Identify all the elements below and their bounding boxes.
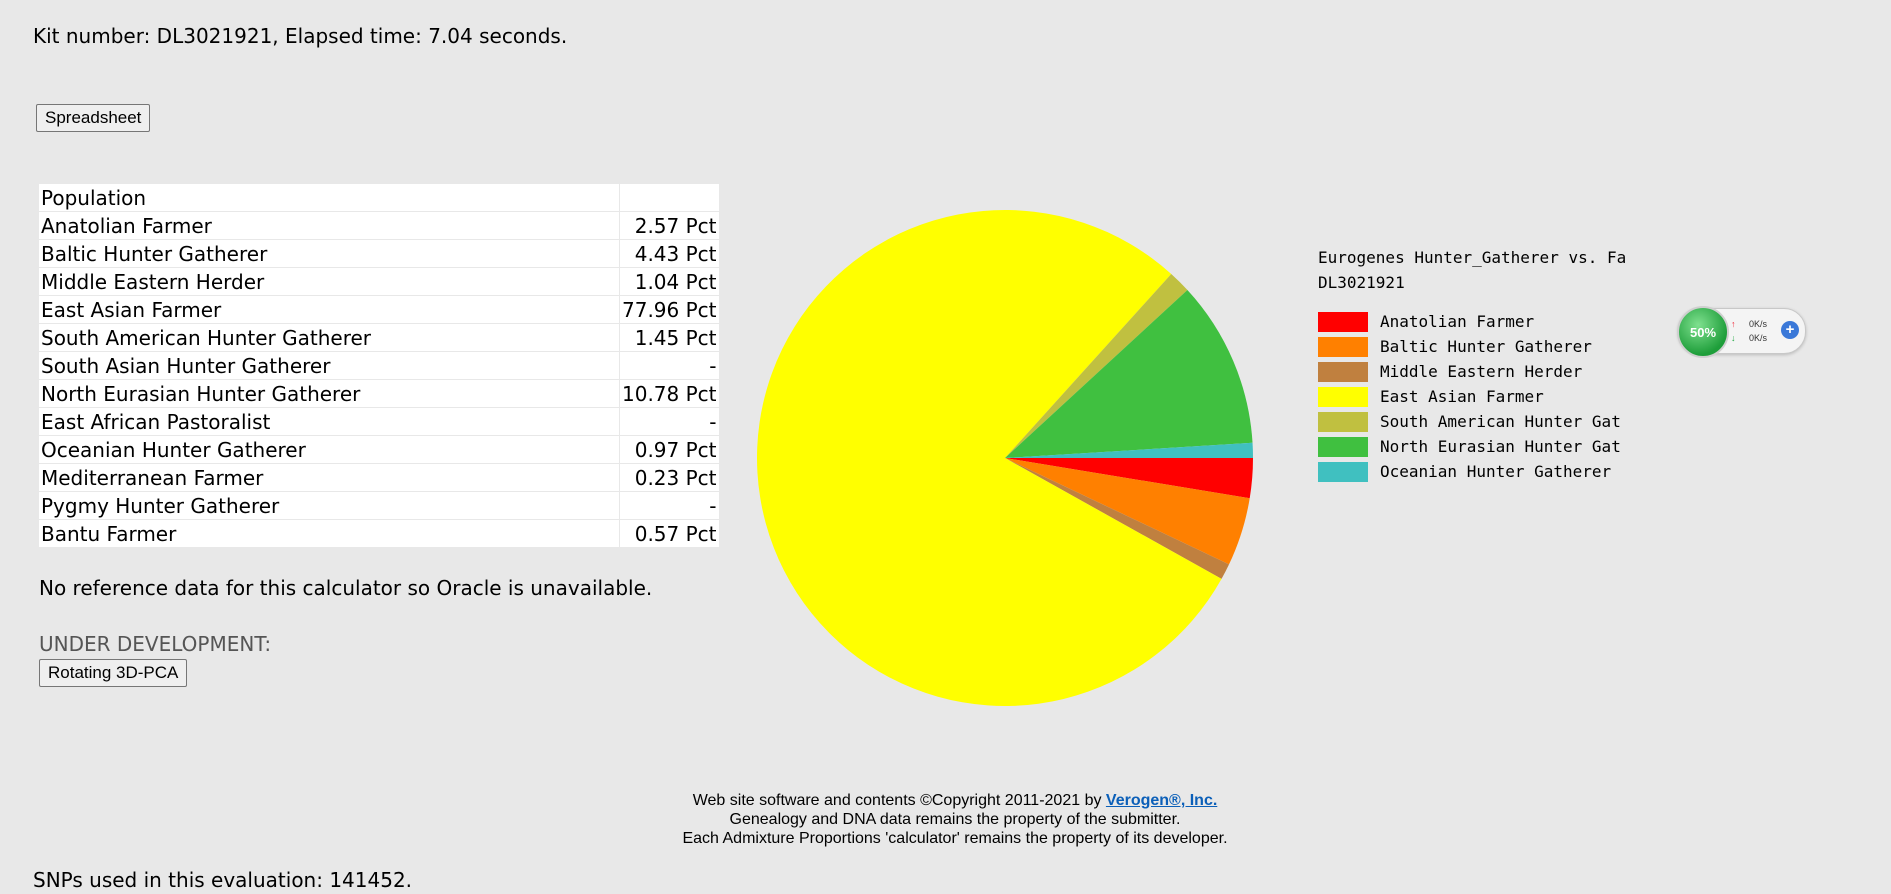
population-name: Middle Eastern Herder: [38, 267, 620, 296]
legend-label: North Eurasian Hunter Gat: [1380, 437, 1621, 456]
population-header: Population: [38, 183, 620, 212]
legend-swatch: [1318, 361, 1368, 382]
population-value: 1.45 Pct: [619, 323, 720, 352]
legend-label: East Asian Farmer: [1380, 387, 1544, 406]
pie-slice: [757, 209, 1222, 706]
table-row: Pygmy Hunter Gatherer -: [38, 491, 720, 520]
legend-label: Oceanian Hunter Gatherer: [1380, 462, 1612, 481]
legend-item: Oceanian Hunter Gatherer: [1318, 459, 1631, 484]
table-row: East Asian Farmer 77.96 Pct: [38, 295, 720, 324]
pie-slice: [1005, 458, 1230, 579]
population-name: Baltic Hunter Gatherer: [38, 239, 620, 268]
population-name: Oceanian Hunter Gatherer: [38, 435, 620, 464]
kit-info: Kit number: DL3021921, Elapsed time: 7.0…: [33, 24, 568, 48]
population-value: 77.96 Pct: [619, 295, 720, 324]
population-name: North Eurasian Hunter Gatherer: [38, 379, 620, 408]
pie-slice: [1005, 442, 1253, 458]
table-row: Mediterranean Farmer 0.23 Pct: [38, 463, 720, 492]
download-rate: 0K/s: [1748, 333, 1767, 343]
net-rates: 0K/s 0K/s: [1747, 317, 1767, 345]
legend-swatch: [1318, 461, 1368, 482]
table-row: North Eurasian Hunter Gatherer 10.78 Pct: [38, 379, 720, 408]
chart-legend: Eurogenes Hunter_Gatherer vs. Fa DL30219…: [1318, 245, 1631, 484]
table-row: East African Pastoralist -: [38, 407, 720, 436]
speed-percent: 50%: [1677, 306, 1729, 358]
table-row: Bantu Farmer 0.57 Pct: [38, 519, 720, 548]
population-name: South Asian Hunter Gatherer: [38, 351, 620, 380]
legend-item: Anatolian Farmer: [1318, 309, 1631, 334]
population-value: -: [619, 407, 720, 436]
chart-subtitle: DL3021921: [1318, 273, 1405, 292]
network-speed-widget[interactable]: 50% ↑ ↓ 0K/s 0K/s +: [1677, 306, 1806, 358]
genealogy-note: Genealogy and DNA data remains the prope…: [729, 811, 1181, 828]
pie-slice: [1005, 273, 1188, 458]
population-value: 4.43 Pct: [619, 239, 720, 268]
legend-item: South American Hunter Gat: [1318, 409, 1631, 434]
legend-swatch: [1318, 311, 1368, 332]
table-row: Oceanian Hunter Gatherer 0.97 Pct: [38, 435, 720, 464]
calculator-note: Each Admixture Proportions 'calculator' …: [682, 830, 1228, 847]
legend-item: Middle Eastern Herder: [1318, 359, 1631, 384]
population-name: East Asian Farmer: [38, 295, 620, 324]
verogen-link[interactable]: Verogen®, Inc.: [1105, 792, 1218, 809]
table-row: Anatolian Farmer 2.57 Pct: [38, 211, 720, 240]
pie-slice: [1005, 458, 1250, 565]
legend-swatch: [1318, 386, 1368, 407]
no-reference-note: No reference data for this calculator so…: [39, 576, 653, 600]
under-development-label: UNDER DEVELOPMENT:: [39, 632, 272, 656]
population-value: -: [619, 351, 720, 380]
legend-swatch: [1318, 411, 1368, 432]
table-row: Baltic Hunter Gatherer 4.43 Pct: [38, 239, 720, 268]
spreadsheet-button[interactable]: Spreadsheet: [36, 104, 151, 132]
legend-swatch: [1318, 336, 1368, 357]
footer: Web site software and contents ©Copyrigh…: [0, 791, 1891, 848]
table-row: Middle Eastern Herder 1.04 Pct: [38, 267, 720, 296]
legend-item: Baltic Hunter Gatherer: [1318, 334, 1631, 359]
rotating-3d-pca-button[interactable]: Rotating 3D-PCA: [39, 659, 188, 687]
population-name: Pygmy Hunter Gatherer: [38, 491, 620, 520]
snps-used: SNPs used in this evaluation: 141452.: [33, 868, 413, 892]
pie-slice: [1005, 458, 1253, 499]
population-value: -: [619, 491, 720, 520]
population-name: Mediterranean Farmer: [38, 463, 620, 492]
population-value: 0.57 Pct: [619, 519, 720, 548]
legend-label: Baltic Hunter Gatherer: [1380, 337, 1592, 356]
legend-label: Middle Eastern Herder: [1380, 362, 1583, 381]
legend-swatch: [1318, 436, 1368, 457]
up-down-arrows-icon: ↑ ↓: [1731, 319, 1736, 343]
table-row: South Asian Hunter Gatherer -: [38, 351, 720, 380]
legend-label: South American Hunter Gat: [1380, 412, 1621, 431]
population-name: South American Hunter Gatherer: [38, 323, 620, 352]
upload-rate: 0K/s: [1748, 319, 1767, 329]
table-row: South American Hunter Gatherer 1.45 Pct: [38, 323, 720, 352]
value-header: [619, 183, 720, 212]
population-value: 0.23 Pct: [619, 463, 720, 492]
legend-label: Anatolian Farmer: [1380, 312, 1535, 331]
add-icon[interactable]: +: [1781, 321, 1799, 339]
admixture-pie-chart: [757, 209, 1253, 706]
legend-item: North Eurasian Hunter Gat: [1318, 434, 1631, 459]
pie-slice: [1005, 290, 1253, 458]
population-name: Bantu Farmer: [38, 519, 620, 548]
population-value: 10.78 Pct: [619, 379, 720, 408]
legend-item: East Asian Farmer: [1318, 384, 1631, 409]
population-table: Population Anatolian Farmer 2.57 Pct Balti…: [38, 183, 720, 548]
population-name: East African Pastoralist: [38, 407, 620, 436]
population-value: 1.04 Pct: [619, 267, 720, 296]
population-value: 0.97 Pct: [619, 435, 720, 464]
copyright-text: Web site software and contents ©Copyrigh…: [692, 792, 1106, 809]
chart-title: Eurogenes Hunter_Gatherer vs. Fa: [1318, 248, 1627, 267]
table-header-row: Population: [38, 183, 720, 212]
population-value: 2.57 Pct: [619, 211, 720, 240]
population-name: Anatolian Farmer: [38, 211, 620, 240]
